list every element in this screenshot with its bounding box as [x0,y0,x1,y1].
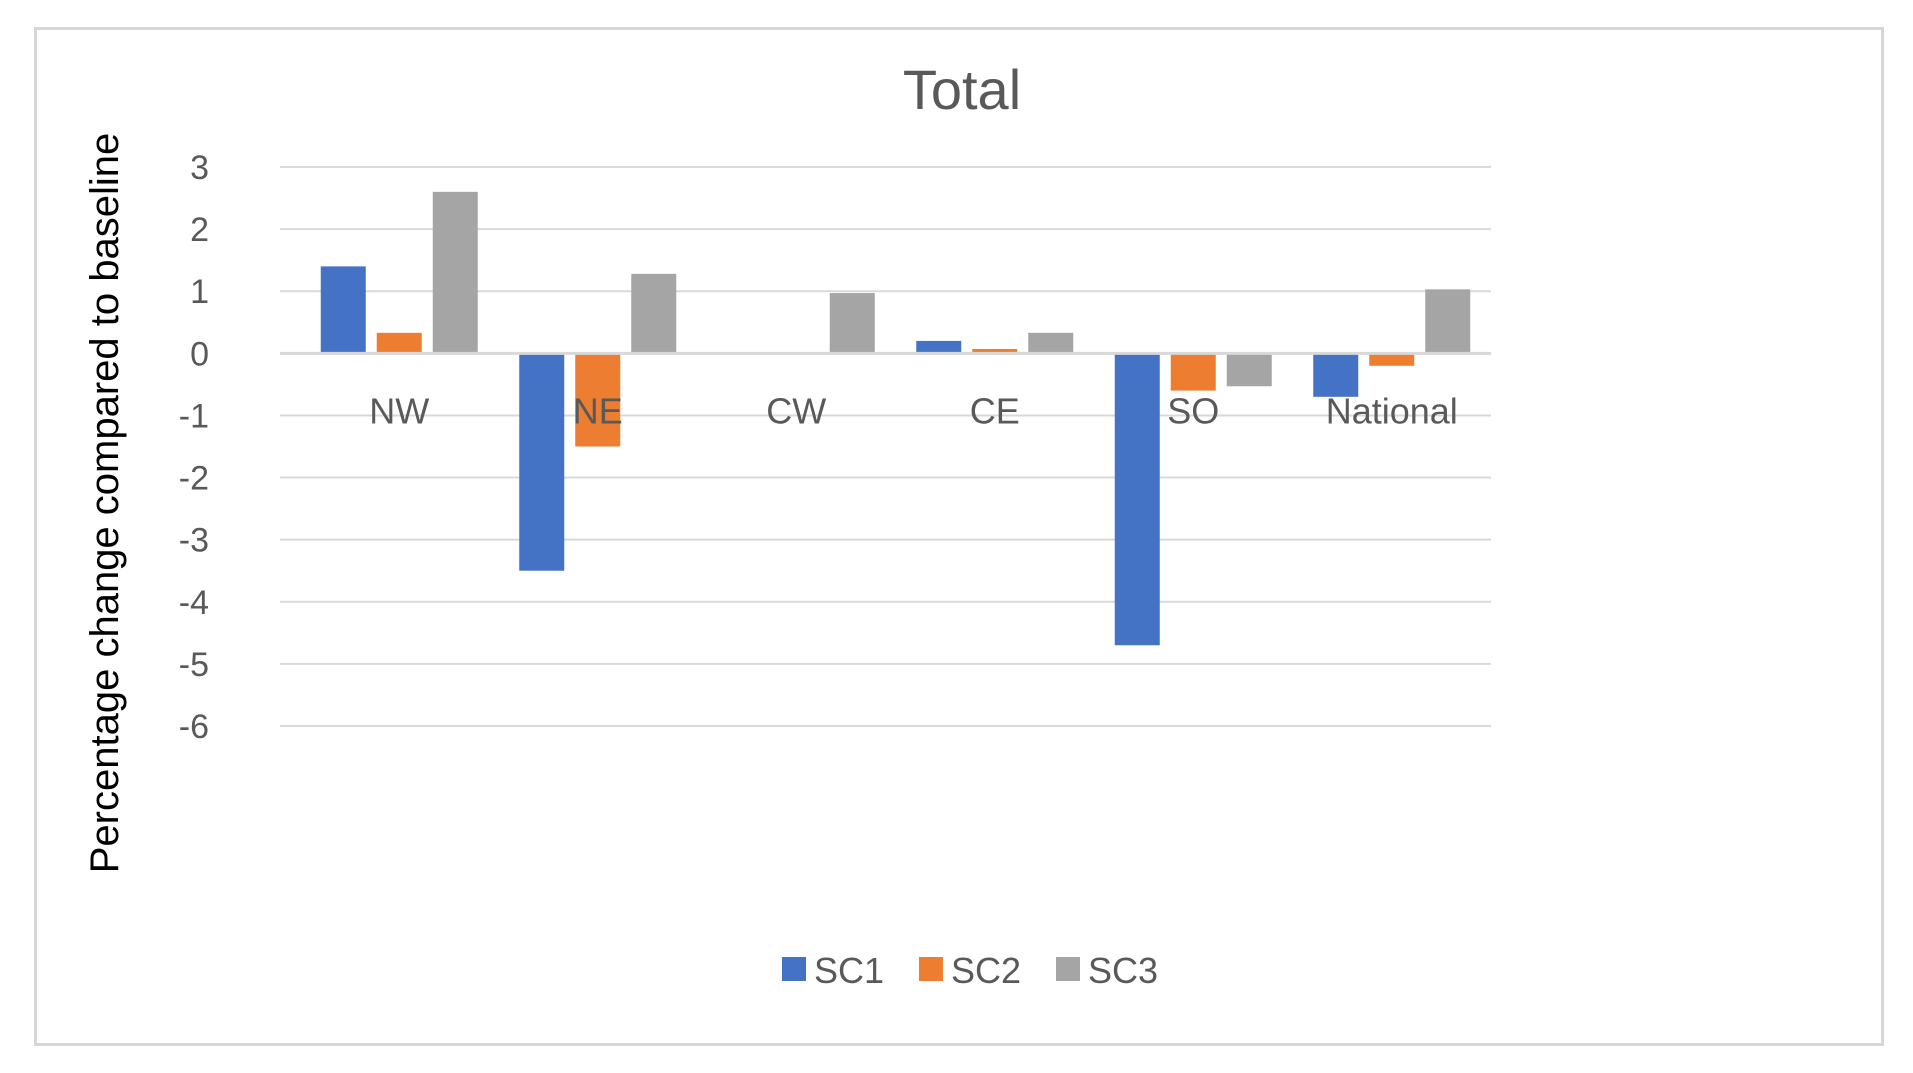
category-label: CW [766,390,826,431]
y-axis-label: Percentage change compared to baseline [83,133,127,874]
legend: SC1 SC2 SC3 [782,950,1158,991]
y-tick-label: -6 [179,708,209,746]
bar-chart: Total Percentage change compared to base… [83,58,1491,991]
bar-sc1-so [1114,353,1160,646]
y-tick-label: 1 [190,273,209,311]
bar-sc3-nw [432,191,478,354]
category-label: NW [369,390,429,431]
y-tick-label: -4 [179,584,209,622]
y-tick-label: 3 [190,149,209,187]
chart-frame: Total Percentage change compared to base… [34,27,1884,1046]
bar-sc3-cw [829,293,875,354]
bar-sc1-ce [916,340,962,354]
category-label: CE [970,390,1020,431]
y-tick-label: 0 [190,335,209,373]
category-label: National [1326,390,1458,431]
bar-sc2-ce [972,348,1018,354]
bar-sc3-so [1226,353,1272,387]
bar-sc3-ce [1028,332,1074,354]
y-tick-label: 2 [190,211,209,249]
bar-sc1-national [1313,353,1359,397]
category-label: SO [1167,390,1219,431]
y-tick-label: -3 [179,522,209,560]
y-tick-label: -2 [179,460,209,498]
bars [320,191,1471,646]
bar-sc2-national [1369,353,1415,366]
y-axis-ticks: 3 2 1 0 -1 -2 -3 -4 -5 -6 [179,149,209,746]
legend-label-sc1: SC1 [814,950,884,991]
category-labels: NW NE CW CE SO National [369,390,1458,431]
bar-sc2-ne [575,353,621,447]
bar-sc3-national [1425,289,1471,354]
chart-title: Total [903,58,1021,121]
category-label: NE [573,390,623,431]
legend-label-sc2: SC2 [951,950,1021,991]
bar-sc1-ne [519,353,565,571]
legend-label-sc3: SC3 [1088,950,1158,991]
bar-sc1-nw [320,266,366,354]
y-tick-label: -1 [179,397,209,435]
bar-sc2-nw [376,332,422,354]
bar-sc3-ne [631,273,677,354]
bar-sc2-so [1170,353,1216,391]
legend-swatch-sc2 [919,957,943,981]
legend-swatch-sc1 [782,957,806,981]
y-tick-label: -5 [179,646,209,684]
legend-swatch-sc3 [1056,957,1080,981]
